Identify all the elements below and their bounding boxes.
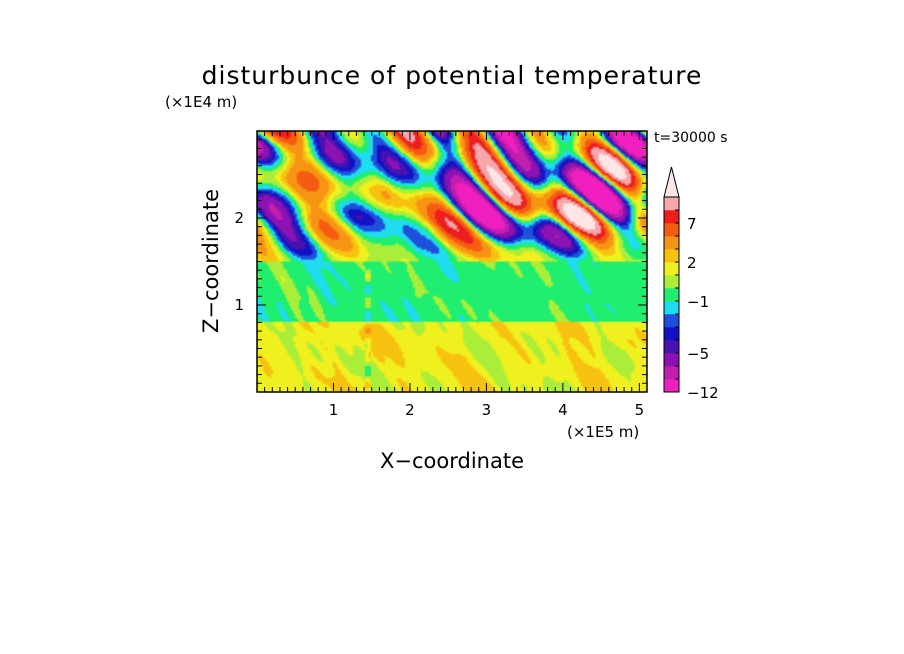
x-tick-label: 5 bbox=[635, 401, 645, 419]
colorbar-swatch bbox=[664, 327, 679, 341]
x-tick-label: 3 bbox=[482, 401, 492, 419]
colorbar-label: −5 bbox=[687, 345, 709, 363]
colorbar-swatch bbox=[664, 262, 679, 276]
colorbar-swatch bbox=[664, 366, 679, 380]
colorbar-swatch bbox=[664, 301, 679, 315]
colorbar: −12−5−127 bbox=[663, 166, 719, 402]
colorbar-swatch bbox=[664, 236, 679, 250]
colorbar-swatch bbox=[664, 275, 679, 289]
colorbar-swatch bbox=[664, 314, 679, 328]
colorbar-swatch bbox=[664, 223, 679, 237]
colorbar-label: 2 bbox=[687, 254, 697, 272]
colorbar-label: −1 bbox=[687, 293, 709, 311]
colorbar-swatch bbox=[664, 288, 679, 302]
x-unit-label: (×1E5 m) bbox=[567, 423, 639, 441]
colorbar-swatch bbox=[664, 353, 679, 367]
colorbar-label: 7 bbox=[687, 215, 697, 233]
chart-title: disturbunce of potential temperature bbox=[202, 61, 703, 90]
y-unit-label: (×1E4 m) bbox=[165, 93, 237, 111]
y-axis-ticks: 12 bbox=[234, 139, 647, 384]
y-tick-label: 1 bbox=[234, 296, 244, 314]
y-tick-label: 2 bbox=[234, 209, 244, 227]
colorbar-frame bbox=[663, 196, 680, 393]
time-label: t=30000 s bbox=[654, 130, 728, 146]
colorbar-label: −12 bbox=[687, 384, 719, 402]
x-axis-title: X−coordinate bbox=[380, 449, 524, 473]
colorbar-extend-arrow bbox=[663, 166, 680, 198]
colorbar-swatch bbox=[664, 340, 679, 354]
colorbar-swatch bbox=[664, 379, 679, 393]
colorbar-swatch bbox=[664, 249, 679, 263]
x-tick-label: 1 bbox=[329, 401, 339, 419]
colorbar-swatch bbox=[664, 197, 679, 211]
y-axis-title: Z−coordinate bbox=[199, 189, 223, 333]
contour-field-image bbox=[257, 131, 647, 392]
x-axis-ticks: 1 2 3 4 5 bbox=[264, 131, 645, 419]
x-tick-label: 4 bbox=[558, 401, 568, 419]
colorbar-swatch bbox=[664, 210, 679, 224]
x-tick-label: 2 bbox=[405, 401, 415, 419]
